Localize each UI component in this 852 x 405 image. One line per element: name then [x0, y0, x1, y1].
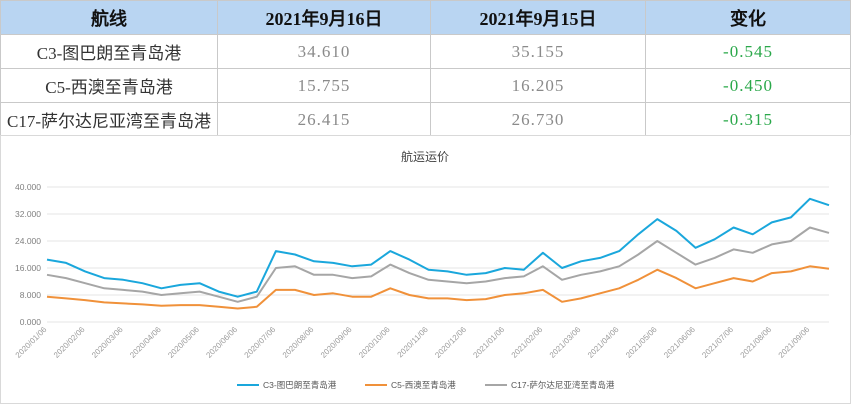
y-tick-label: 32.000 — [15, 209, 41, 219]
x-tick-label: 2020/06/06 — [204, 325, 239, 360]
x-tick-label: 2021/07/06 — [700, 325, 735, 360]
x-tick-label: 2021/08/06 — [739, 325, 774, 360]
header-date-2: 2021年9月15日 — [430, 0, 646, 35]
x-tick-label: 2021/05/06 — [624, 325, 659, 360]
header-date-1: 2021年9月16日 — [217, 0, 431, 35]
legend-label: C5-西澳至青岛港 — [391, 380, 456, 390]
y-tick-label: 40.000 — [15, 182, 41, 192]
table-row: C3-图巴朗至青岛港 34.610 35.155 -0.545 — [0, 34, 851, 69]
header-route: 航线 — [0, 0, 218, 35]
x-tick-label: 2021/06/06 — [662, 325, 697, 360]
x-tick-label: 2021/04/06 — [586, 325, 621, 360]
change-cell: -0.315 — [645, 102, 851, 137]
table-header-row: 航线 2021年9月16日 2021年9月15日 变化 — [0, 0, 851, 35]
x-tick-label: 2020/05/06 — [166, 325, 201, 360]
value-date-1: 26.415 — [217, 102, 431, 137]
y-tick-label: 8.000 — [20, 290, 42, 300]
x-tick-label: 2020/08/06 — [281, 325, 316, 360]
series-line — [46, 197, 830, 298]
x-tick-label: 2020/10/06 — [357, 325, 392, 360]
x-tick-label: 2020/03/06 — [90, 325, 125, 360]
legend-label: C17-萨尔达尼亚湾至青岛港 — [511, 380, 615, 390]
x-tick-label: 2021/02/06 — [510, 325, 545, 360]
route-cell: C17-萨尔达尼亚湾至青岛港 — [0, 102, 218, 137]
value-date-2: 35.155 — [430, 34, 646, 69]
x-tick-label: 2020/02/06 — [52, 325, 87, 360]
y-tick-label: 0.000 — [20, 317, 42, 327]
x-tick-label: 2020/12/06 — [433, 325, 468, 360]
x-tick-label: 2021/03/06 — [548, 325, 583, 360]
route-cell: C3-图巴朗至青岛港 — [0, 34, 218, 69]
y-tick-label: 16.000 — [15, 263, 41, 273]
change-cell: -0.545 — [645, 34, 851, 69]
freight-rate-table: 航线 2021年9月16日 2021年9月15日 变化 C3-图巴朗至青岛港 3… — [0, 0, 851, 137]
x-tick-label: 2020/01/06 — [14, 325, 49, 360]
x-tick-label: 2021/09/06 — [777, 325, 812, 360]
value-date-2: 16.205 — [430, 68, 646, 103]
series-line — [46, 265, 830, 310]
table-row: C5-西澳至青岛港 15.755 16.205 -0.450 — [0, 68, 851, 103]
header-change: 变化 — [645, 0, 851, 35]
table-row: C17-萨尔达尼亚湾至青岛港 26.415 26.730 -0.315 — [0, 102, 851, 137]
chart-panel: 航运运价 0.000 8.000 16.000 24.000 32.000 40.000 … — [0, 135, 851, 404]
y-tick-label: 24.000 — [15, 236, 41, 246]
x-tick-label: 2020/11/06 — [396, 325, 431, 360]
value-date-1: 15.755 — [217, 68, 431, 103]
x-tick-label: 2021/01/06 — [471, 325, 506, 360]
legend-label: C3-图巴朗至青岛港 — [263, 380, 337, 390]
value-date-1: 34.610 — [217, 34, 431, 69]
freight-line-chart: 航运运价 0.0008.00016.00024.00032.00040.000 … — [14, 149, 830, 390]
x-tick-label: 2020/09/06 — [319, 325, 354, 360]
chart-title: 航运运价 — [401, 149, 449, 164]
value-date-2: 26.730 — [430, 102, 646, 137]
change-cell: -0.450 — [645, 68, 851, 103]
series-line — [46, 226, 830, 303]
route-cell: C5-西澳至青岛港 — [0, 68, 218, 103]
x-tick-label: 2020/04/06 — [128, 325, 163, 360]
x-tick-label: 2020/07/06 — [243, 325, 278, 360]
